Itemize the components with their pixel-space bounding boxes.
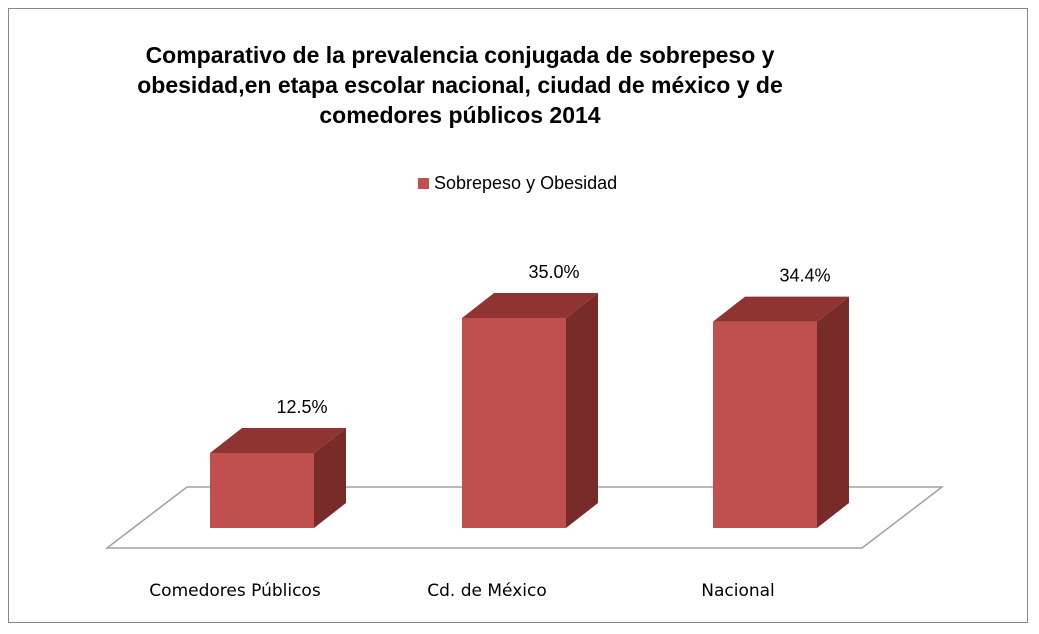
bar bbox=[462, 318, 566, 528]
chart-title: Comparativo de la prevalencia conjugada … bbox=[137, 42, 783, 128]
x-tick-label: Nacional bbox=[701, 581, 775, 601]
bar-side bbox=[817, 296, 849, 528]
data-label: 35.0% bbox=[528, 262, 579, 282]
bar-side bbox=[566, 293, 598, 528]
legend-label: Sobrepeso y Obesidad bbox=[434, 173, 617, 193]
legend-swatch bbox=[418, 178, 429, 189]
bar-side bbox=[314, 428, 346, 528]
x-tick-label: Comedores Públicos bbox=[149, 581, 321, 601]
bar-top bbox=[713, 296, 849, 322]
x-tick-label: Cd. de México bbox=[427, 581, 546, 601]
bar-top bbox=[210, 428, 346, 453]
chart-frame bbox=[8, 8, 1028, 623]
bar bbox=[210, 453, 314, 528]
data-label: 12.5% bbox=[276, 397, 327, 417]
bar-top bbox=[462, 293, 598, 318]
bar bbox=[713, 321, 817, 528]
data-label: 34.4% bbox=[779, 265, 830, 285]
